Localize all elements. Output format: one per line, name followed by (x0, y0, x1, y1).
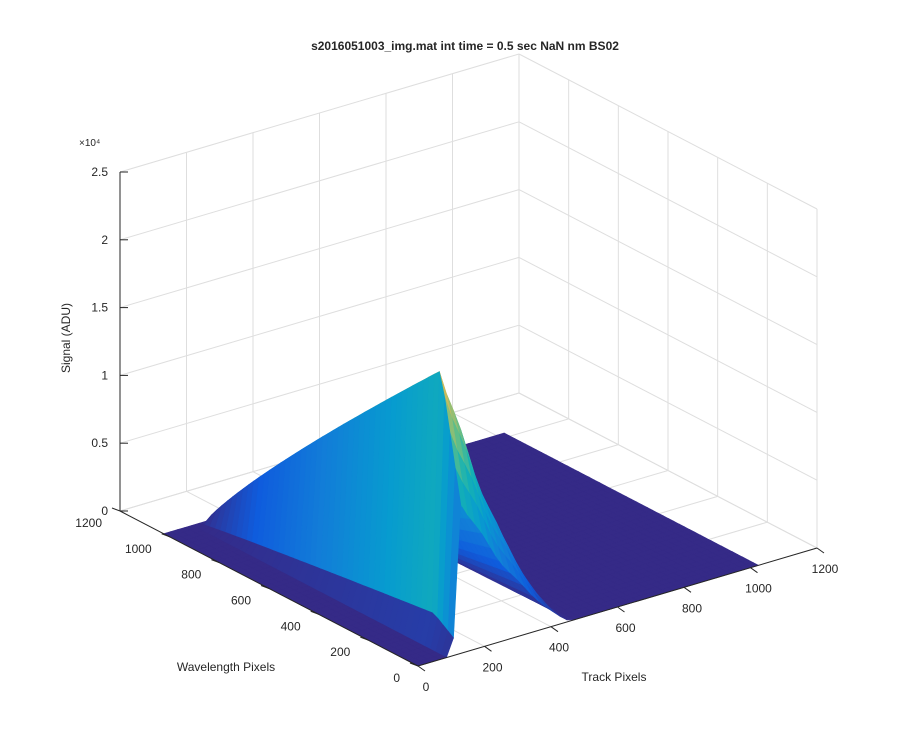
x-tick-mark (816, 547, 825, 554)
x-tick-label: 200 (482, 660, 502, 674)
x-tick-mark (484, 645, 492, 652)
y-tick-mark (111, 507, 121, 512)
x-tick-label: 400 (549, 641, 569, 655)
z-tick-label: 1.5 (91, 301, 108, 315)
y-tick-label: 0 (393, 671, 400, 685)
y-tick-label: 200 (330, 645, 350, 659)
x-tick-mark (750, 567, 758, 574)
wall-gridline (119, 53, 520, 173)
z-tick-label: 1 (101, 368, 108, 382)
x-tick-label: 800 (682, 601, 702, 615)
y-tick-mark (409, 662, 419, 667)
x-tick-mark (550, 626, 559, 633)
x-axis-ticks: 0 200 400 600 800 1000 1200 (417, 547, 839, 694)
chart-title: s2016051003_img.mat int time = 0.5 sec N… (311, 39, 619, 53)
axes-lines (119, 172, 818, 667)
x-tick-label: 0 (423, 680, 430, 694)
x-tick-mark (617, 606, 625, 613)
wall-gridline (518, 189, 818, 346)
wall-gridline (119, 121, 520, 241)
y-tick-label: 400 (281, 619, 301, 633)
y-tick-mark (211, 559, 220, 564)
wall-gridline (518, 256, 818, 413)
y-tick-mark (360, 636, 369, 641)
z-tick-label: 2 (101, 233, 108, 247)
wall-gridline (119, 189, 520, 309)
z-axis-label: Signal (ADU) (59, 303, 73, 373)
y-tick-label: 600 (231, 594, 251, 608)
wall-gridline (518, 53, 818, 210)
wall-gridline (119, 256, 520, 376)
y-tick-label: 1200 (75, 516, 102, 530)
z-tick-label: 0 (101, 504, 108, 518)
z-exponent-label: ×10⁴ (79, 138, 100, 149)
y-tick-label: 800 (181, 568, 201, 582)
y-tick-mark (161, 533, 170, 538)
wall-gridline (119, 324, 520, 444)
x-axis-label: Track Pixels (582, 670, 647, 684)
z-axis-ticks: 0 0.5 1 1.5 2 2.5 (91, 165, 128, 518)
y-tick-mark (310, 610, 319, 615)
z-tick-label: 2.5 (91, 165, 108, 179)
x-tick-mark (683, 586, 692, 593)
y-tick-label: 1000 (125, 542, 152, 556)
surface-3d (162, 371, 760, 667)
x-tick-label: 1200 (812, 562, 839, 576)
y-tick-mark (260, 585, 270, 589)
wall-gridline (518, 324, 818, 481)
z-tick-label: 0.5 (91, 436, 108, 450)
x-tick-mark (417, 665, 426, 672)
x-tick-label: 600 (615, 621, 635, 635)
x-tick-label: 1000 (745, 582, 772, 596)
wall-gridline (518, 121, 818, 278)
y-axis-label: Wavelength Pixels (177, 660, 275, 674)
wall-gridline (518, 392, 818, 549)
y-axis-ticks: 0 200 400 600 800 1000 1200 (75, 507, 419, 685)
